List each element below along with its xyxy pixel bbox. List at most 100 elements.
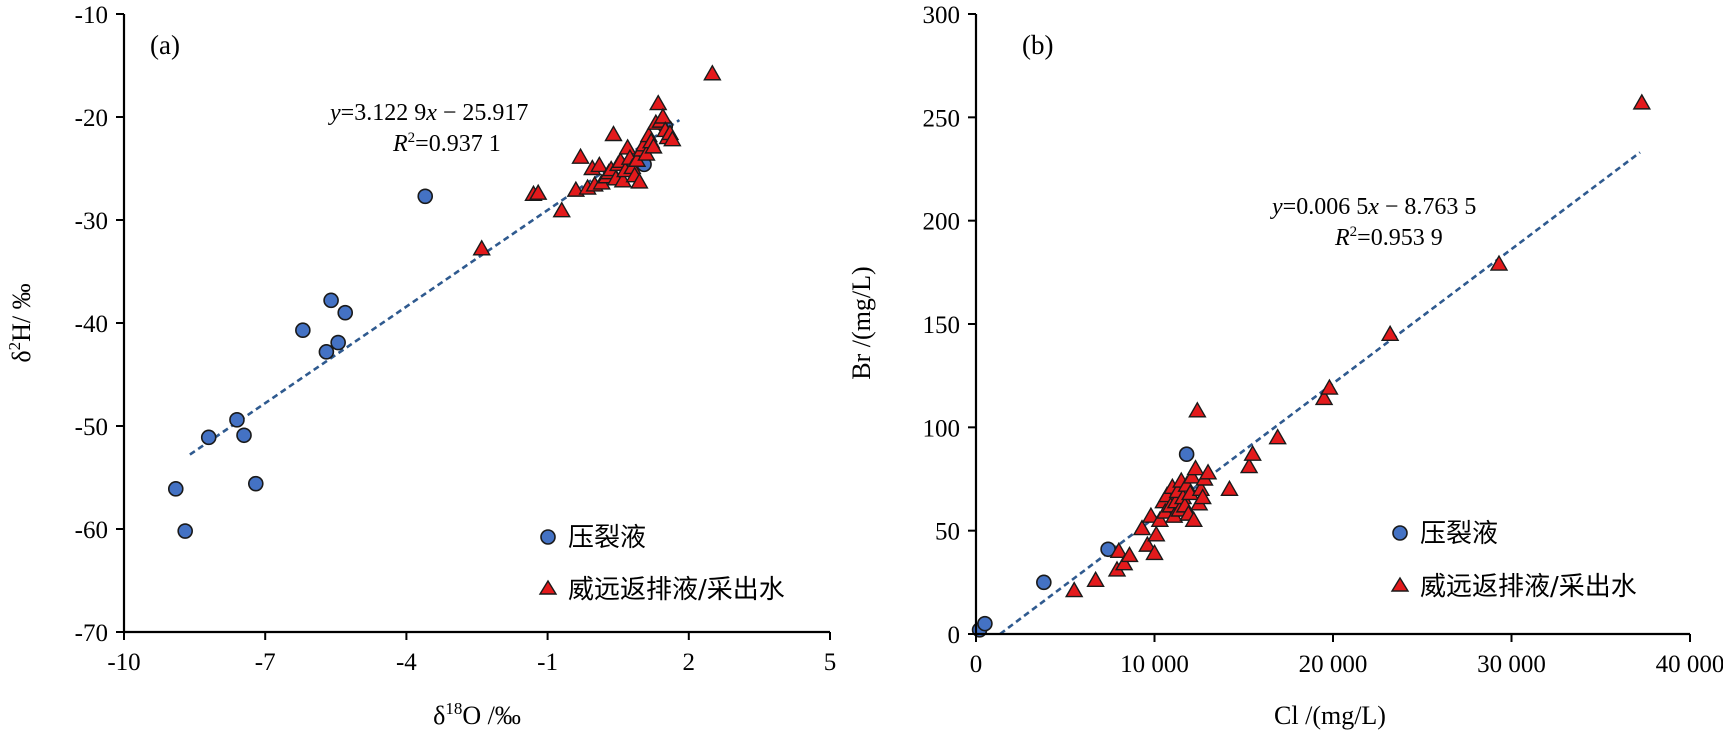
data-point-triangle [1320, 378, 1339, 395]
data-point-triangle [1141, 506, 1161, 523]
data-point-circle [1178, 446, 1195, 463]
data-point-triangle [1186, 459, 1205, 476]
y-tick-label: 200 [923, 209, 961, 236]
data-point-triangle [630, 172, 649, 189]
panel-b-r-squared: R2=0.953 9 [1334, 224, 1443, 251]
data-point-triangle [1193, 488, 1212, 505]
data-point-circle [318, 344, 335, 360]
data-point-triangle [703, 64, 722, 81]
panel-a-y-title: δ2H/ ‰ [5, 283, 36, 362]
data-point-triangle [1147, 525, 1166, 542]
panel-a-legend-label-2: 威远返排液/采出水 [568, 575, 785, 605]
data-point-circle [337, 304, 354, 321]
x-tick-label: 30 000 [1477, 651, 1546, 678]
data-point-circle [177, 523, 193, 539]
data-point-triangle [571, 147, 590, 164]
x-tick-label: -4 [396, 649, 417, 676]
data-point-circle [247, 475, 264, 492]
data-point-circle [977, 615, 993, 632]
data-point-triangle [1239, 457, 1259, 474]
x-tick-label: 0 [970, 651, 983, 678]
data-point-triangle [1064, 581, 1084, 598]
panel-a-legend: 压裂液 威远返排液/采出水 [538, 523, 785, 605]
panel-b-ticks: 0 10 000 20 000 30 000 40 000 0 50 100 150 200 250… [923, 2, 1723, 678]
y-tick-label: -40 [75, 311, 108, 338]
y-tick-label: 50 [935, 519, 960, 546]
data-point-triangle [1150, 510, 1170, 528]
panel-b-y-title: Br /(mg/L) [847, 266, 876, 379]
panel-a-legend-label-1: 压裂液 [568, 523, 646, 553]
data-point-circle [295, 322, 311, 339]
x-tick-label: -7 [255, 649, 276, 676]
data-point-triangle [1632, 93, 1652, 110]
panel-a: (a) -10 -7 -4 -1 2 5 -70 -60 -50 -40 -30 -20 -10 δ18… [5, 2, 836, 730]
data-point-triangle [1120, 546, 1139, 563]
data-point-triangle [1114, 554, 1134, 571]
data-point-triangle [644, 137, 663, 154]
data-point-triangle [1086, 570, 1105, 587]
data-point-triangle [1109, 541, 1129, 559]
y-tick-label: -10 [75, 2, 108, 29]
data-point-triangle [590, 155, 609, 173]
panel-b: (b) 0 10 000 20 000 30 000 40 000 0 50 100 150 20… [847, 2, 1723, 730]
x-tick-label: 40 000 [1656, 651, 1723, 678]
data-point-triangle [1380, 324, 1400, 342]
y-tick-label: -60 [75, 517, 108, 544]
data-point-circle [167, 481, 184, 497]
data-point-triangle [1198, 463, 1218, 480]
panel-b-label: (b) [1022, 30, 1053, 60]
panel-a-marks [167, 64, 722, 539]
data-point-circle [236, 427, 252, 444]
data-point-triangle [653, 107, 673, 124]
data-point-circle [323, 292, 339, 309]
x-tick-label: -10 [107, 649, 140, 676]
panel-a-ticks: -10 -7 -4 -1 2 5 -70 -60 -50 -40 -30 -20 -10 [75, 2, 837, 676]
trendline [999, 151, 1641, 636]
panel-b-legend-label-1: 压裂液 [1420, 519, 1498, 549]
y-tick-label: 0 [948, 622, 961, 649]
data-point-circle [200, 429, 217, 446]
y-tick-label: 100 [923, 415, 961, 442]
trendline [189, 118, 681, 456]
x-tick-label: 2 [683, 649, 696, 676]
data-point-triangle [618, 138, 637, 155]
data-point-triangle [649, 94, 668, 111]
data-point-triangle [528, 183, 548, 200]
data-point-triangle [1314, 388, 1334, 406]
data-point-circle [417, 188, 434, 205]
panel-b-legend: 压裂液 威远返排液/采出水 [1390, 519, 1637, 602]
panel-a-r-squared: R2=0.937 1 [392, 130, 501, 157]
panel-a-legend-triangle-marker [538, 579, 558, 595]
y-tick-label: -50 [75, 414, 108, 441]
y-tick-label: 150 [923, 312, 961, 339]
data-point-triangle [1184, 510, 1203, 528]
data-point-circle [1036, 574, 1052, 591]
data-point-circle [330, 334, 346, 351]
x-tick-label: 10 000 [1120, 651, 1189, 678]
y-tick-label: 300 [923, 2, 961, 29]
y-tick-label: -20 [75, 105, 108, 132]
data-point-triangle [613, 171, 633, 188]
x-tick-label: 5 [824, 649, 837, 676]
data-point-triangle [1489, 254, 1509, 271]
y-tick-label: -30 [75, 208, 108, 235]
data-point-triangle [1132, 519, 1152, 536]
panel-b-legend-circle-marker [1392, 525, 1408, 541]
data-point-triangle [1188, 401, 1207, 418]
x-tick-label: 20 000 [1299, 651, 1368, 678]
panel-b-marks [971, 93, 1652, 638]
data-point-triangle [552, 201, 571, 218]
data-point-triangle [1268, 428, 1287, 445]
data-point-circle [229, 412, 245, 428]
data-point-triangle [1145, 543, 1164, 561]
data-point-triangle [1138, 535, 1157, 552]
panel-b-legend-triangle-marker [1390, 576, 1410, 592]
panel-a-legend-circle-marker [540, 529, 556, 545]
data-point-triangle [1182, 467, 1202, 484]
data-point-triangle [663, 130, 682, 147]
x-tick-label: -1 [537, 649, 558, 676]
panel-a-label: (a) [150, 30, 180, 60]
panel-b-legend-label-2: 威远返排液/采出水 [1420, 572, 1637, 602]
panel-a-equation: y=3.122 9x − 25.917 [328, 100, 528, 126]
